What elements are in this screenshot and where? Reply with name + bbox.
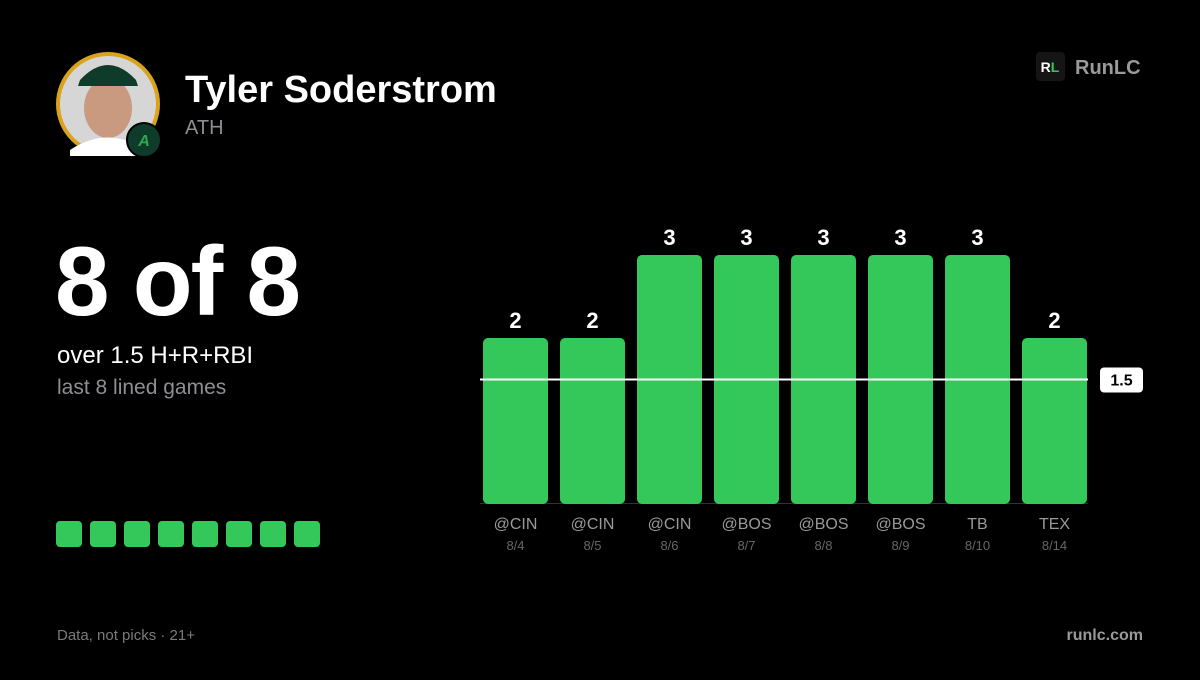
hit-indicator [90,521,116,547]
x-tick-label: @BOS [798,516,848,533]
hit-indicator [260,521,286,547]
chart: 2 @CIN 8/4 2 @CIN 8/5 3 @CIN 8/6 3 @BOS 8/7 3 @BOS 8/8… [480,225,1143,553]
threshold-badge [1100,367,1143,393]
brand-name: RunLC [1075,57,1141,79]
x-tick-date: 8/9 [891,538,909,553]
hit-indicator [124,521,150,547]
bar [1022,338,1087,504]
threshold-label: 1.5 [1110,373,1132,390]
bar-value-label: 2 [586,308,598,333]
hit-indicator [294,521,320,547]
sample-note: last 8 lined games [57,376,226,399]
x-tick-date: 8/10 [965,538,990,553]
brand-logo-text: RL [1041,59,1060,75]
avatar-cap [78,65,138,86]
brand-logo [1036,52,1065,81]
bar [483,338,548,504]
x-tick-label: TEX [1039,516,1070,533]
x-tick-date: 8/7 [737,538,755,553]
x-tick-date: 8/8 [814,538,832,553]
x-tick-label: TB [967,516,987,533]
hit-indicator [192,521,218,547]
x-tick-label: @CIN [494,516,538,533]
avatar: A [56,52,162,158]
logo-r: R [1041,59,1051,75]
prop-line: over 1.5 H+R+RBI [57,342,253,369]
team-badge [126,122,162,158]
x-tick-label: @CIN [571,516,615,533]
disclaimer: Data, not picks · 21+ [57,627,195,644]
site: runlc.com [1067,627,1143,644]
x-tick-date: 8/6 [660,538,678,553]
logo-l: L [1051,59,1060,75]
team-badge-mark: A [137,133,150,150]
bar-value-label: 3 [971,225,983,250]
x-tick-date: 8/4 [506,538,524,553]
hit-indicator [158,521,184,547]
bar-value-label: 2 [1048,308,1060,333]
bar-value-label: 3 [894,225,906,250]
avatar-face [84,78,132,138]
bar-value-label: 2 [509,308,521,333]
hit-indicator [226,521,252,547]
x-tick-label: @BOS [875,516,925,533]
headline: 8 of 8 [55,226,299,336]
hit-indicator [56,521,82,547]
player-name: Tyler Soderstrom [185,69,497,111]
x-tick-label: @BOS [721,516,771,533]
x-tick-date: 8/14 [1042,538,1067,553]
bar-value-label: 3 [817,225,829,250]
x-tick-label: @CIN [648,516,692,533]
team: ATH [185,117,224,139]
bar [560,338,625,504]
x-tick-date: 8/5 [583,538,601,553]
bar-value-label: 3 [663,225,675,250]
bar-value-label: 3 [740,225,752,250]
